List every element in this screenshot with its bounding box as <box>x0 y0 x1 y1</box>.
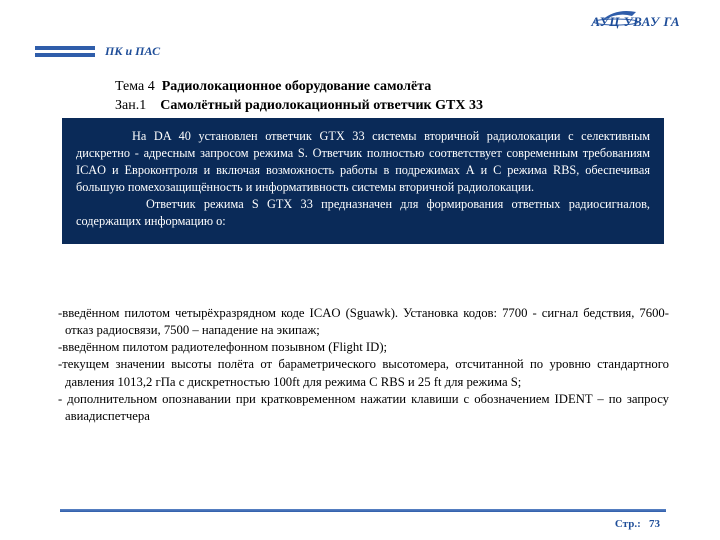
org-label: АУЦ УВАУ ГА <box>591 14 680 30</box>
sub-header: ПК и ПАС <box>35 44 160 59</box>
intro-p1: На DA 40 установлен ответчик GTX 33 сист… <box>76 128 650 196</box>
sub-label: ПК и ПАС <box>105 44 160 59</box>
title-line1-prefix: Тема 4 <box>115 79 155 94</box>
header-bars <box>35 46 95 57</box>
page-number: 73 <box>649 518 660 530</box>
intro-box: На DA 40 установлен ответчик GTX 33 сист… <box>62 118 664 244</box>
page-label: Стр.: 73 <box>615 518 660 530</box>
bullet-4: - дополнительном опознавании при кратков… <box>55 391 669 425</box>
bullet-list: -введённом пилотом четырёхразрядном коде… <box>55 305 669 425</box>
title-block: Тема 4 Радиолокационное оборудование сам… <box>115 78 483 116</box>
footer-divider <box>60 509 666 512</box>
title-line2: Самолётный радиолокационный ответчик GTX… <box>160 98 483 113</box>
bullet-3: -текущем значении высоты полёта от барам… <box>55 356 669 390</box>
intro-p2: Ответчик режима S GTX 33 предназначен дл… <box>76 196 650 230</box>
page-prefix: Стр.: <box>615 518 641 530</box>
bullet-1: -введённом пилотом четырёхразрядном коде… <box>55 305 669 339</box>
title-line2-prefix: Зан.1 <box>115 98 146 113</box>
bullet-2: -введённом пилотом радиотелефонном позыв… <box>55 339 669 356</box>
title-line1: Радиолокационное оборудование самолёта <box>162 79 432 94</box>
